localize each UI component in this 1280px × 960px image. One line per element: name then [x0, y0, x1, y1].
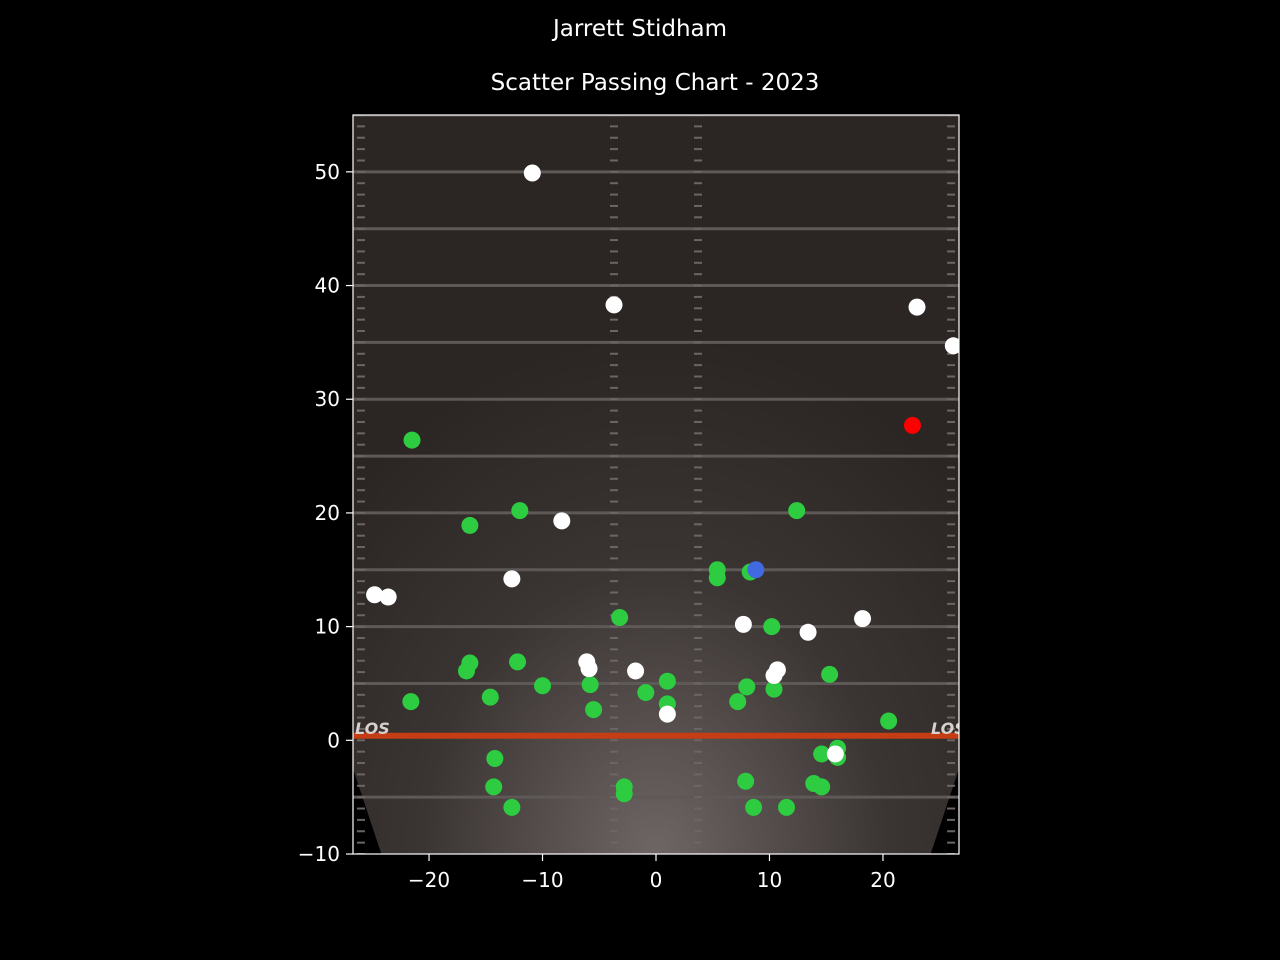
point-incomplete — [605, 296, 623, 314]
point-incomplete — [799, 623, 817, 641]
point-complete — [461, 516, 479, 534]
point-incomplete — [854, 610, 872, 628]
field-corner-left — [353, 768, 382, 854]
y-tick-label: −10 — [298, 842, 340, 866]
y-tick-label: 0 — [327, 728, 340, 752]
los-label-right: LOS — [931, 719, 966, 738]
point-complete — [615, 785, 633, 803]
point-complete — [745, 798, 763, 816]
y-tick-label: 20 — [315, 501, 340, 525]
point-complete — [585, 701, 603, 719]
field-turf — [353, 115, 959, 854]
y-tick-label: 50 — [315, 160, 340, 184]
point-complete — [503, 798, 521, 816]
x-tick-label: −20 — [408, 868, 450, 892]
point-complete — [763, 618, 781, 636]
point-complete — [778, 798, 796, 816]
data-points — [366, 164, 959, 816]
point-incomplete — [503, 570, 521, 588]
point-incomplete — [734, 615, 752, 633]
point-complete — [581, 676, 599, 694]
point-complete — [509, 653, 527, 671]
point-complete — [457, 662, 475, 680]
point-complete — [708, 569, 726, 587]
point-complete — [486, 749, 504, 767]
point-complete — [880, 712, 898, 730]
point-complete — [511, 502, 529, 520]
x-tick-label: 0 — [650, 868, 663, 892]
chart-suptitle: Jarrett Stidham — [552, 16, 728, 42]
football-field-background: LOS LOS — [353, 115, 966, 854]
point-complete — [658, 672, 676, 690]
point-incomplete — [553, 512, 571, 530]
axes: −20 −10 0 10 20 −10 0 10 20 30 40 50 — [298, 160, 896, 892]
point-incomplete — [908, 298, 926, 316]
y-tick-label: 30 — [315, 387, 340, 411]
point-complete — [637, 684, 655, 702]
point-complete — [485, 778, 503, 796]
point-complete — [403, 431, 421, 449]
point-touchdown — [747, 561, 765, 579]
x-tick-label: 10 — [757, 868, 782, 892]
chart-title: Scatter Passing Chart - 2023 — [490, 70, 820, 96]
point-incomplete — [826, 745, 844, 763]
point-incomplete — [627, 662, 645, 680]
point-complete — [534, 677, 552, 695]
point-complete — [813, 778, 831, 796]
x-tick-label: 20 — [870, 868, 895, 892]
y-tick-label: 10 — [315, 615, 340, 639]
point-incomplete — [379, 588, 397, 606]
point-incomplete — [765, 667, 783, 685]
point-complete — [729, 693, 747, 711]
point-complete — [402, 693, 420, 711]
point-complete — [611, 609, 629, 627]
point-complete — [765, 680, 783, 698]
point-complete — [813, 745, 831, 763]
point-complete — [481, 688, 499, 706]
point-incomplete — [658, 705, 676, 723]
point-incomplete — [580, 660, 598, 678]
point-complete — [738, 678, 756, 696]
point-complete — [788, 502, 806, 520]
point-complete — [821, 665, 839, 683]
point-complete — [737, 772, 755, 790]
los-label-left: LOS — [355, 719, 390, 738]
point-interception — [903, 416, 921, 434]
point-incomplete — [366, 586, 384, 604]
x-tick-label: −10 — [521, 868, 563, 892]
y-tick-label: 40 — [315, 274, 340, 298]
point-incomplete — [944, 337, 959, 355]
point-incomplete — [523, 164, 541, 182]
field-corner-right — [930, 768, 959, 854]
